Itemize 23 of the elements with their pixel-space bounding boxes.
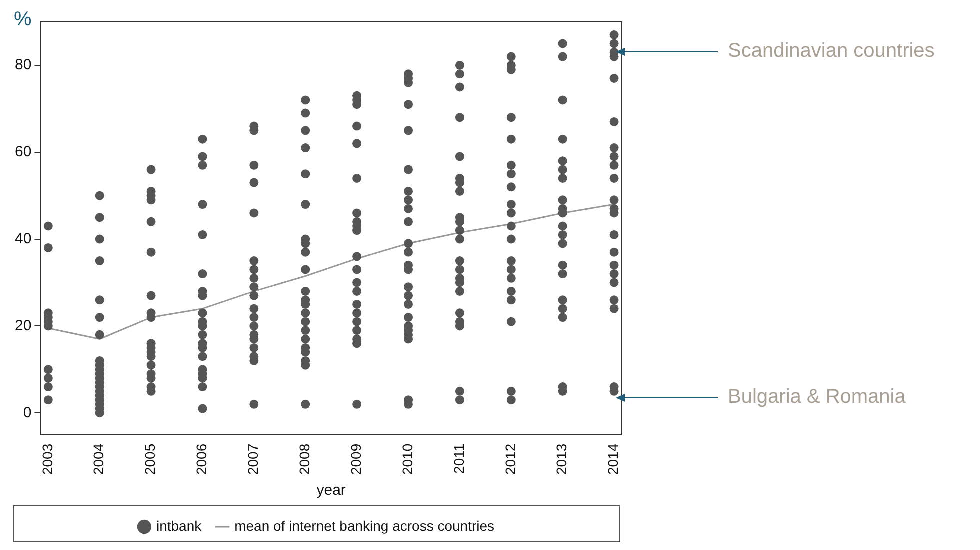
x-tick-label: 2012 bbox=[502, 444, 518, 476]
x-tick-label: 2010 bbox=[399, 444, 416, 476]
x-tick-label: 2005 bbox=[142, 444, 158, 476]
x-tick-label: 2011 bbox=[450, 444, 467, 474]
legend-label: intbank bbox=[156, 518, 203, 534]
x-tick-label: 2014 bbox=[605, 444, 622, 476]
y-axis-title: % bbox=[14, 8, 32, 31]
x-tick-label: 2013 bbox=[554, 444, 570, 476]
y-tick-label: 0 bbox=[23, 404, 32, 422]
text: Bulgaria & Romania bbox=[728, 386, 906, 409]
x-tick-label: 2003 bbox=[39, 444, 56, 476]
x-tick-label: 2004 bbox=[90, 444, 107, 476]
y-tick-label: 60 bbox=[14, 144, 32, 161]
x-tick-label: 2006 bbox=[194, 444, 210, 476]
y-tick-label: 40 bbox=[14, 230, 32, 248]
x-tick-label: 2009 bbox=[348, 444, 364, 476]
text: Scandinavian countries bbox=[728, 40, 935, 63]
x-tick-label: 2008 bbox=[296, 444, 312, 476]
y-tick-label: 20 bbox=[14, 317, 32, 334]
x-axis-title: year bbox=[316, 482, 346, 500]
legend-label: mean of internet banking across countries bbox=[234, 518, 495, 534]
y-tick-label: 80 bbox=[14, 56, 32, 74]
x-tick-label: 2007 bbox=[245, 444, 262, 476]
